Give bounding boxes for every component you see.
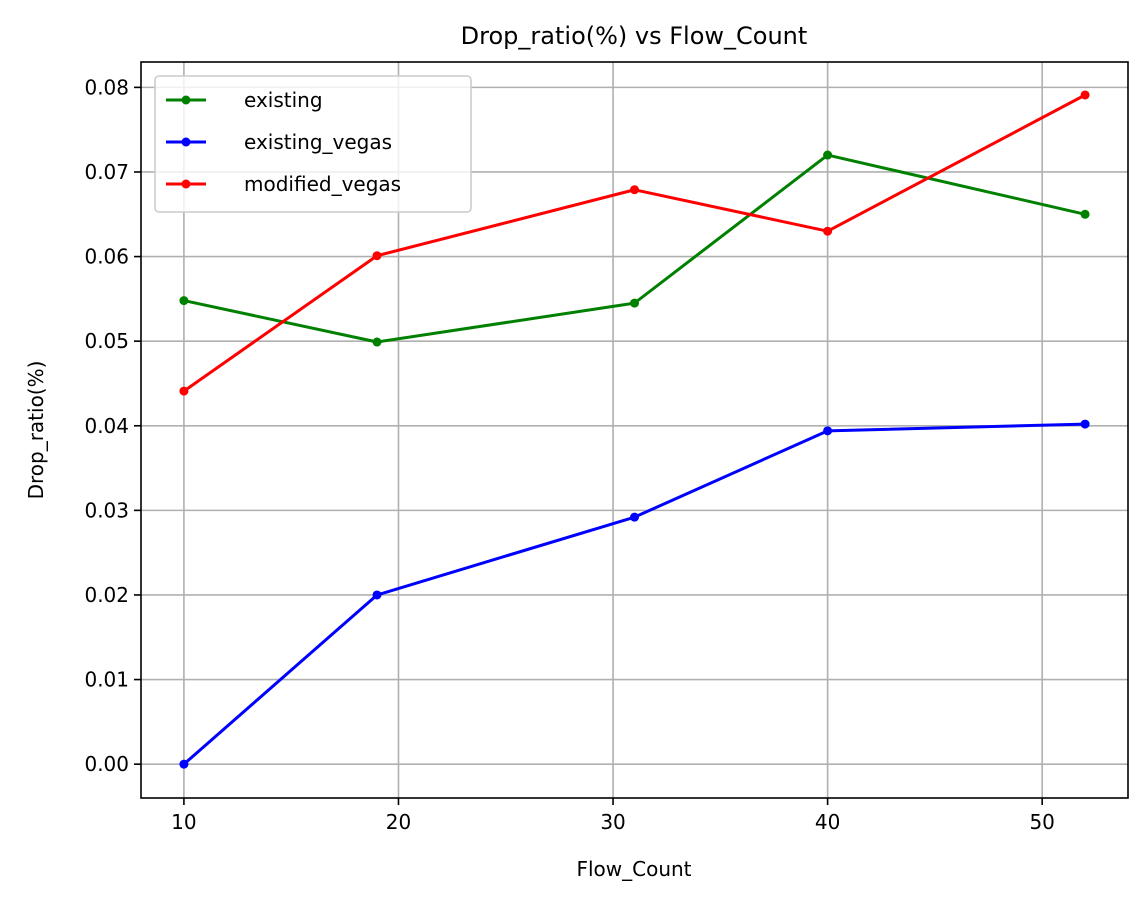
legend: existing existing_vegas modified_vegas <box>154 75 472 213</box>
series-modified-vegas <box>179 90 1090 396</box>
data-point <box>823 226 833 236</box>
data-point <box>1080 419 1090 429</box>
y-tick-label: 0.02 <box>84 583 129 607</box>
legend-label: modified_vegas <box>244 172 401 196</box>
x-tick-label: 40 <box>815 810 840 834</box>
data-point <box>372 251 382 261</box>
chart-title: Drop_ratio(%) vs Flow_Count <box>461 22 808 50</box>
x-tick-label: 20 <box>386 810 411 834</box>
data-point <box>372 590 382 600</box>
y-tick-label: 0.08 <box>84 75 129 99</box>
series-lines <box>179 90 1090 769</box>
legend-box <box>154 75 472 213</box>
data-point <box>179 296 189 306</box>
legend-label: existing <box>244 88 323 112</box>
data-point <box>1080 90 1090 100</box>
legend-item: existing <box>166 88 323 112</box>
legend-item: existing_vegas <box>166 130 392 154</box>
data-point <box>630 512 639 522</box>
data-point <box>823 426 833 436</box>
data-point <box>1080 209 1090 219</box>
legend-swatch-marker <box>181 179 191 189</box>
data-point <box>823 150 833 160</box>
y-tick-label: 0.00 <box>84 752 129 776</box>
legend-swatch-marker <box>181 137 191 147</box>
x-tick-label: 30 <box>600 810 625 834</box>
data-point <box>630 185 639 195</box>
x-axis-label: Flow_Count <box>576 857 691 881</box>
series-existing <box>179 150 1090 347</box>
y-tick-label: 0.03 <box>84 498 129 522</box>
plot-frame <box>140 61 1129 799</box>
legend-item: modified_vegas <box>166 172 401 196</box>
legend-label: existing_vegas <box>244 130 392 154</box>
data-point <box>179 759 189 769</box>
data-point <box>179 386 189 396</box>
y-tick-label: 0.01 <box>84 668 129 692</box>
series-existing-vegas <box>179 419 1090 769</box>
axis-ticks: 10 20 30 40 50 0.00 0.01 0.02 0.03 0.04 0.05 0.06 0.… <box>84 75 1054 834</box>
y-tick-label: 0.05 <box>84 329 129 353</box>
y-tick-label: 0.04 <box>84 414 129 438</box>
y-tick-label: 0.07 <box>84 160 129 184</box>
data-point <box>372 337 382 347</box>
y-axis-label: Drop_ratio(%) <box>24 361 48 500</box>
y-tick-label: 0.06 <box>84 245 129 269</box>
data-point <box>630 298 639 308</box>
x-tick-label: 10 <box>171 810 196 834</box>
grid <box>141 62 1128 798</box>
legend-swatch-marker <box>181 95 191 105</box>
x-tick-label: 50 <box>1029 810 1054 834</box>
series-line <box>182 422 1086 766</box>
